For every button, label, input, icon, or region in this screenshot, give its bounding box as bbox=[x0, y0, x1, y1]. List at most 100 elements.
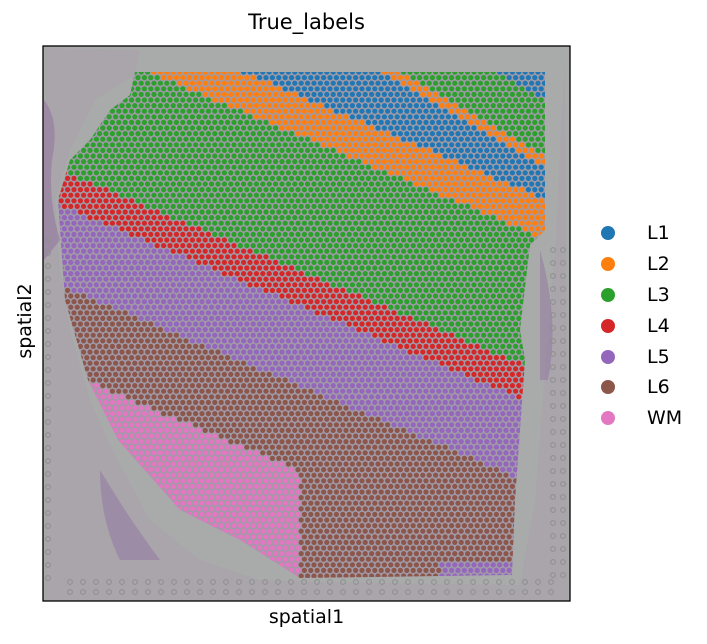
spot-l2 bbox=[503, 181, 509, 187]
spot-l4 bbox=[513, 366, 519, 372]
spot-l6 bbox=[164, 338, 170, 344]
spot-l3 bbox=[359, 164, 365, 170]
spot-l6 bbox=[225, 411, 231, 417]
spot-l4 bbox=[449, 332, 455, 338]
spot-l3 bbox=[468, 276, 474, 282]
spot-l3 bbox=[359, 254, 365, 260]
spot-l6 bbox=[301, 388, 307, 394]
spot-l5 bbox=[71, 209, 77, 215]
spot-l2 bbox=[257, 108, 263, 114]
spot-l3 bbox=[356, 226, 362, 232]
fiducial-spot bbox=[45, 445, 51, 451]
spot-l6 bbox=[196, 394, 202, 400]
spot-l5 bbox=[257, 299, 263, 305]
spot-l3 bbox=[356, 282, 362, 288]
spot-l5 bbox=[141, 310, 147, 316]
spot-l1 bbox=[324, 103, 330, 109]
spot-l6 bbox=[234, 360, 240, 366]
spot-l5 bbox=[317, 315, 323, 321]
spot-l3 bbox=[394, 259, 400, 265]
spot-l6 bbox=[186, 343, 192, 349]
spot-l5 bbox=[103, 254, 109, 260]
spot-l5 bbox=[244, 355, 250, 361]
spot-l3 bbox=[477, 72, 483, 75]
spot-l5 bbox=[154, 287, 160, 293]
spot-l5 bbox=[481, 388, 487, 394]
spot-l6 bbox=[65, 287, 71, 293]
spot-l3 bbox=[193, 119, 199, 125]
spot-l1 bbox=[519, 75, 525, 81]
spot-l4 bbox=[241, 248, 247, 254]
spot-l3 bbox=[301, 231, 307, 237]
spot-l5 bbox=[490, 394, 496, 400]
spot-l2 bbox=[519, 198, 525, 204]
spot-l6 bbox=[321, 399, 327, 405]
spot-l1 bbox=[541, 91, 545, 98]
spot-l3 bbox=[333, 198, 339, 204]
spot-l3 bbox=[401, 203, 407, 209]
spot-l1 bbox=[378, 86, 384, 92]
spot-l3 bbox=[445, 282, 451, 288]
spot-l2 bbox=[250, 108, 256, 114]
spot-l5 bbox=[247, 293, 253, 299]
spot-l1 bbox=[397, 97, 403, 103]
spot-l3 bbox=[481, 343, 487, 349]
spot-l2 bbox=[349, 147, 355, 153]
spot-l1 bbox=[445, 125, 451, 131]
spot-l5 bbox=[87, 293, 93, 299]
spot-l4 bbox=[362, 315, 368, 321]
spot-l3 bbox=[205, 97, 211, 103]
spot-l3 bbox=[445, 203, 451, 209]
spot-l3 bbox=[529, 237, 535, 243]
spot-l3 bbox=[305, 170, 311, 176]
spot-l4 bbox=[205, 231, 211, 237]
spot-l3 bbox=[167, 119, 173, 125]
spot-l5 bbox=[401, 416, 407, 422]
spot-l6 bbox=[145, 327, 151, 333]
spot-l3 bbox=[273, 192, 279, 198]
fiducial-spot bbox=[392, 579, 398, 585]
spot-l4 bbox=[442, 332, 448, 338]
spot-l3 bbox=[93, 147, 99, 153]
spot-l2 bbox=[439, 159, 445, 165]
spot-l3 bbox=[468, 321, 474, 327]
spot-l2 bbox=[253, 114, 259, 120]
spot-l6 bbox=[122, 310, 128, 316]
spot-l1 bbox=[468, 131, 474, 137]
spot-l5 bbox=[276, 343, 282, 349]
spot-l6 bbox=[257, 411, 263, 417]
spot-l5 bbox=[273, 360, 279, 366]
spot-l5 bbox=[487, 411, 493, 417]
fiducial-spot bbox=[45, 484, 51, 490]
spot-l4 bbox=[186, 254, 192, 260]
spot-l3 bbox=[433, 192, 439, 198]
spot-l4 bbox=[141, 220, 147, 226]
spot-l5 bbox=[465, 405, 471, 411]
spot-l5 bbox=[455, 399, 461, 405]
spot-l3 bbox=[477, 327, 483, 333]
spot-l3 bbox=[282, 164, 288, 170]
spot-l3 bbox=[317, 259, 323, 265]
spot-l3 bbox=[314, 231, 320, 237]
spot-l5 bbox=[100, 226, 106, 232]
spot-l5 bbox=[279, 304, 285, 310]
spot-l3 bbox=[500, 299, 506, 305]
spot-l3 bbox=[269, 187, 275, 193]
spot-l5 bbox=[97, 265, 103, 271]
spot-l6 bbox=[269, 388, 275, 394]
spot-l6 bbox=[263, 377, 269, 383]
spot-l5 bbox=[397, 411, 403, 417]
fiducial-spot bbox=[210, 579, 216, 585]
spot-l3 bbox=[151, 147, 157, 153]
spot-l2 bbox=[417, 86, 423, 92]
spot-l3 bbox=[103, 175, 109, 181]
spot-l4 bbox=[228, 259, 234, 265]
spot-l3 bbox=[353, 276, 359, 282]
spot-l5 bbox=[324, 360, 330, 366]
spot-l3 bbox=[161, 108, 167, 114]
spot-l5 bbox=[442, 388, 448, 394]
spot-l6 bbox=[180, 343, 186, 349]
spot-l3 bbox=[484, 327, 490, 333]
spot-l4 bbox=[116, 220, 122, 226]
spot-l6 bbox=[106, 349, 112, 355]
